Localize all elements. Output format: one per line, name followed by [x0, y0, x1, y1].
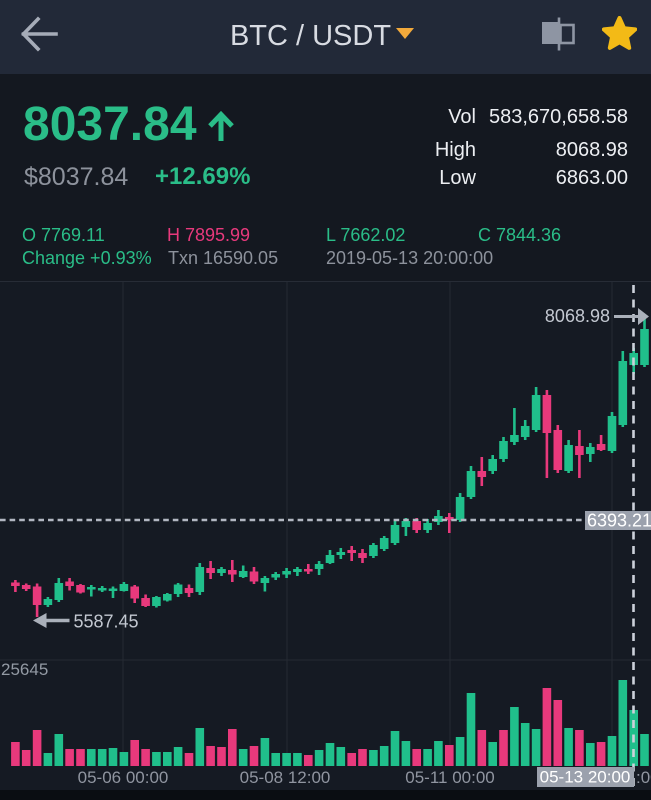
svg-text:05-13 20:00: 05-13 20:00 [540, 768, 631, 787]
svg-text:05-08 12:00: 05-08 12:00 [240, 768, 331, 787]
svg-text:05-06 00:00: 05-06 00:00 [78, 768, 169, 787]
svg-text:8068.98: 8068.98 [545, 306, 610, 326]
svg-text:05-11 00:00: 05-11 00:00 [405, 768, 494, 787]
svg-text::00: :00 [636, 768, 651, 787]
svg-text:6393.21: 6393.21 [587, 511, 651, 531]
svg-text:25645: 25645 [1, 660, 48, 679]
svg-text:5587.45: 5587.45 [74, 612, 139, 632]
